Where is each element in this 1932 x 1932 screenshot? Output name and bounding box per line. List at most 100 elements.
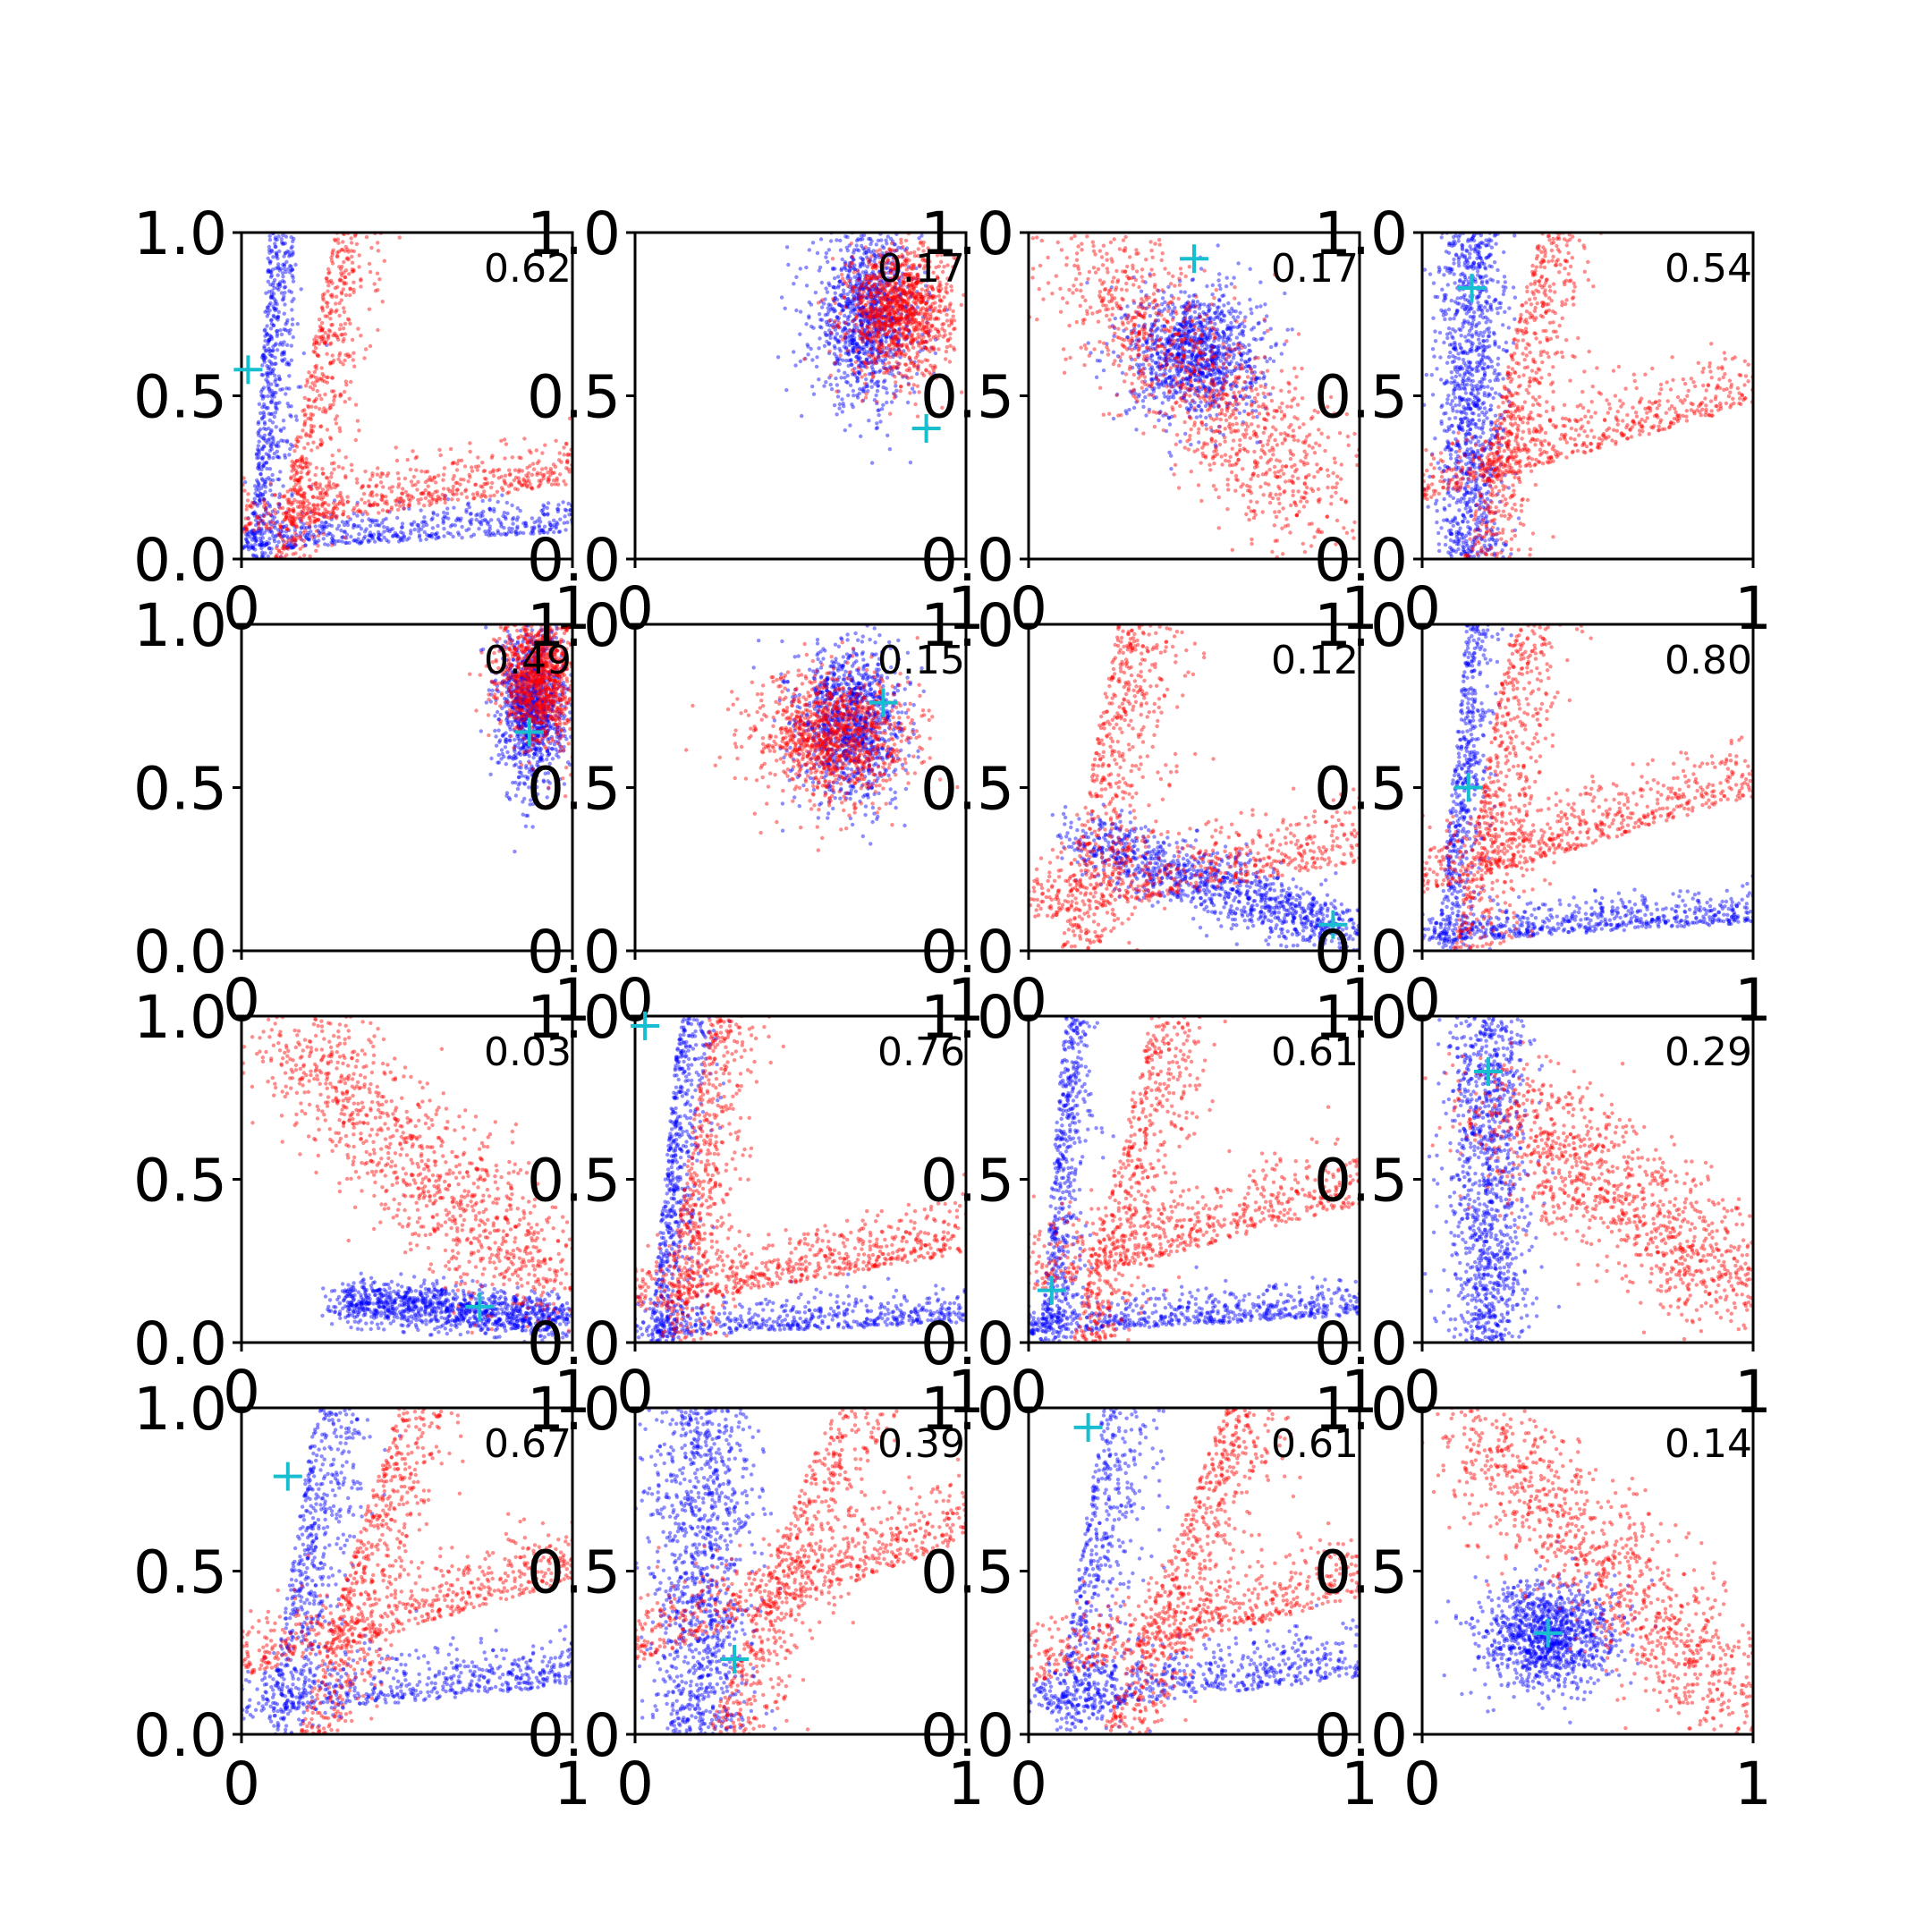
blue-point	[860, 322, 865, 327]
blue-point	[283, 284, 288, 289]
blue-point	[267, 476, 271, 480]
blue-point	[841, 327, 846, 332]
blue-point	[289, 343, 293, 348]
blue-point	[367, 533, 371, 538]
blue-point	[833, 309, 837, 313]
red-point	[322, 340, 326, 344]
red-point	[311, 503, 317, 507]
red-point	[408, 498, 412, 503]
red-point	[527, 479, 531, 483]
blue-point	[282, 280, 286, 284]
blue-point	[267, 337, 271, 343]
blue-point	[464, 528, 469, 533]
blue-point	[832, 285, 836, 290]
blue-point	[848, 338, 852, 343]
blue-point	[368, 538, 372, 543]
blue-point	[857, 350, 861, 354]
blue-point	[421, 523, 426, 529]
blue-point	[858, 306, 862, 311]
blue-point	[313, 539, 318, 544]
blue-point	[861, 282, 866, 286]
red-point	[860, 375, 864, 379]
red-point	[434, 497, 439, 502]
blue-point	[256, 421, 260, 426]
blue-point	[537, 529, 542, 533]
red-point	[328, 329, 333, 334]
blue-point	[404, 538, 410, 542]
blue-point	[864, 271, 869, 275]
red-point	[267, 526, 272, 531]
blue-point	[252, 496, 257, 501]
blue-point	[894, 320, 898, 325]
blue-point	[891, 373, 895, 377]
blue-point	[267, 526, 272, 531]
red-point	[911, 336, 916, 341]
blue-point	[269, 289, 275, 293]
red-point	[328, 405, 333, 410]
blue-point	[277, 531, 283, 537]
red-point	[323, 501, 327, 505]
red-point	[865, 286, 869, 291]
red-point	[330, 252, 335, 257]
blue-point	[896, 342, 901, 346]
blue-point	[267, 467, 273, 471]
red-point	[332, 358, 336, 363]
blue-point	[275, 237, 279, 242]
red-point	[308, 478, 312, 482]
blue-point	[888, 318, 893, 323]
blue-point	[464, 510, 469, 514]
red-point	[278, 526, 283, 530]
red-point	[423, 470, 428, 474]
blue-point	[1254, 305, 1259, 309]
red-point	[344, 383, 349, 387]
blue-point	[407, 506, 411, 511]
blue-point	[1120, 370, 1125, 376]
red-point	[282, 543, 286, 547]
red-point	[919, 346, 924, 351]
blue-point	[261, 483, 266, 487]
blue-point	[828, 307, 834, 312]
red-point	[503, 480, 507, 485]
blue-point	[1247, 358, 1252, 362]
red-point	[352, 249, 356, 254]
blue-point	[877, 255, 882, 259]
blue-point	[870, 276, 875, 281]
blue-point	[514, 532, 519, 537]
red-point	[313, 345, 318, 351]
blue-point	[286, 362, 292, 368]
blue-point	[793, 363, 798, 368]
blue-point	[523, 521, 528, 525]
blue-point	[281, 278, 285, 284]
blue-point	[886, 318, 891, 323]
red-point	[331, 510, 336, 515]
blue-point	[282, 294, 286, 299]
blue-point	[265, 500, 270, 504]
blue-point	[264, 348, 269, 353]
blue-point	[323, 542, 327, 547]
red-point	[451, 484, 456, 489]
red-point	[306, 470, 310, 476]
blue-point	[869, 310, 873, 315]
red-point	[294, 459, 299, 463]
blue-point	[258, 513, 262, 519]
blue-point	[804, 265, 809, 270]
red-point	[292, 536, 296, 541]
red-point	[376, 241, 380, 245]
blue-point	[269, 428, 274, 433]
blue-point	[304, 525, 309, 530]
red-point	[293, 524, 299, 530]
blue-point	[868, 321, 872, 326]
blue-point	[274, 251, 279, 256]
blue-point	[268, 326, 274, 331]
blue-point	[876, 309, 880, 313]
blue-point	[266, 371, 270, 376]
red-point	[879, 350, 885, 354]
red-point	[287, 513, 292, 518]
red-point	[857, 296, 861, 301]
red-point	[438, 497, 443, 502]
red-point	[919, 294, 924, 299]
red-point	[327, 342, 333, 346]
red-point	[536, 485, 541, 489]
blue-point	[244, 538, 249, 542]
red-point	[483, 469, 487, 473]
